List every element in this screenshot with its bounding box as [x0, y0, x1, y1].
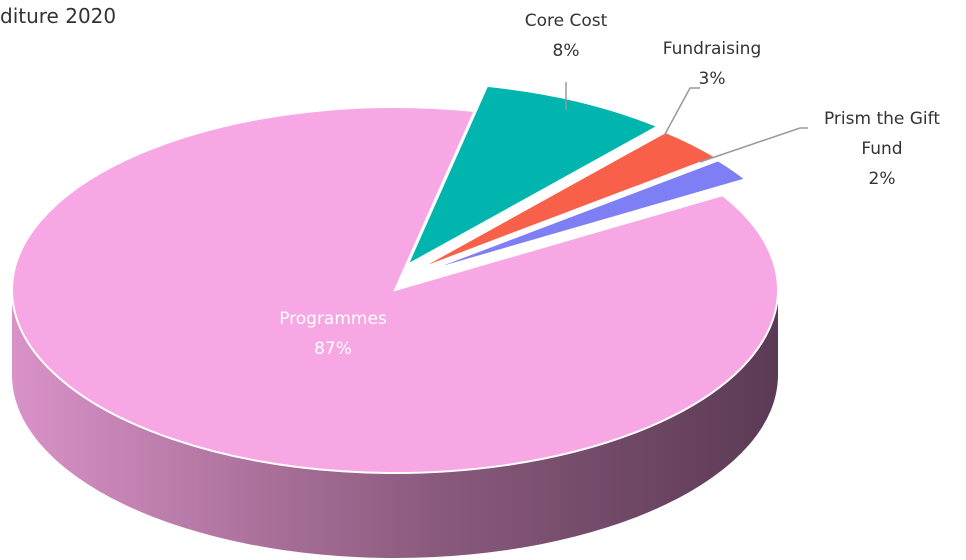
label-name: Programmes [279, 309, 387, 329]
slices [11, 84, 779, 558]
data-label: Fundraising 3% [612, 34, 812, 94]
data-label: Core Cost 8% [466, 6, 666, 66]
label-value: 8% [552, 41, 580, 61]
data-label: Programmes 87% [233, 304, 433, 364]
label-name: Fundraising [662, 39, 762, 59]
label-value: 87% [314, 339, 352, 359]
slice [11, 106, 779, 474]
slice [417, 159, 748, 275]
label-name: Core Cost [524, 11, 608, 31]
slice-side [12, 290, 778, 558]
chart-title: diture 2020 [0, 4, 117, 28]
label-name: Prism the Gift Fund [823, 109, 941, 159]
leader-line [663, 87, 700, 137]
label-value: 3% [698, 69, 726, 89]
label-value: 2% [868, 169, 896, 189]
slice [405, 84, 661, 268]
leader-line [699, 127, 808, 163]
data-label: Prism the Gift Fund 2% [797, 104, 966, 194]
